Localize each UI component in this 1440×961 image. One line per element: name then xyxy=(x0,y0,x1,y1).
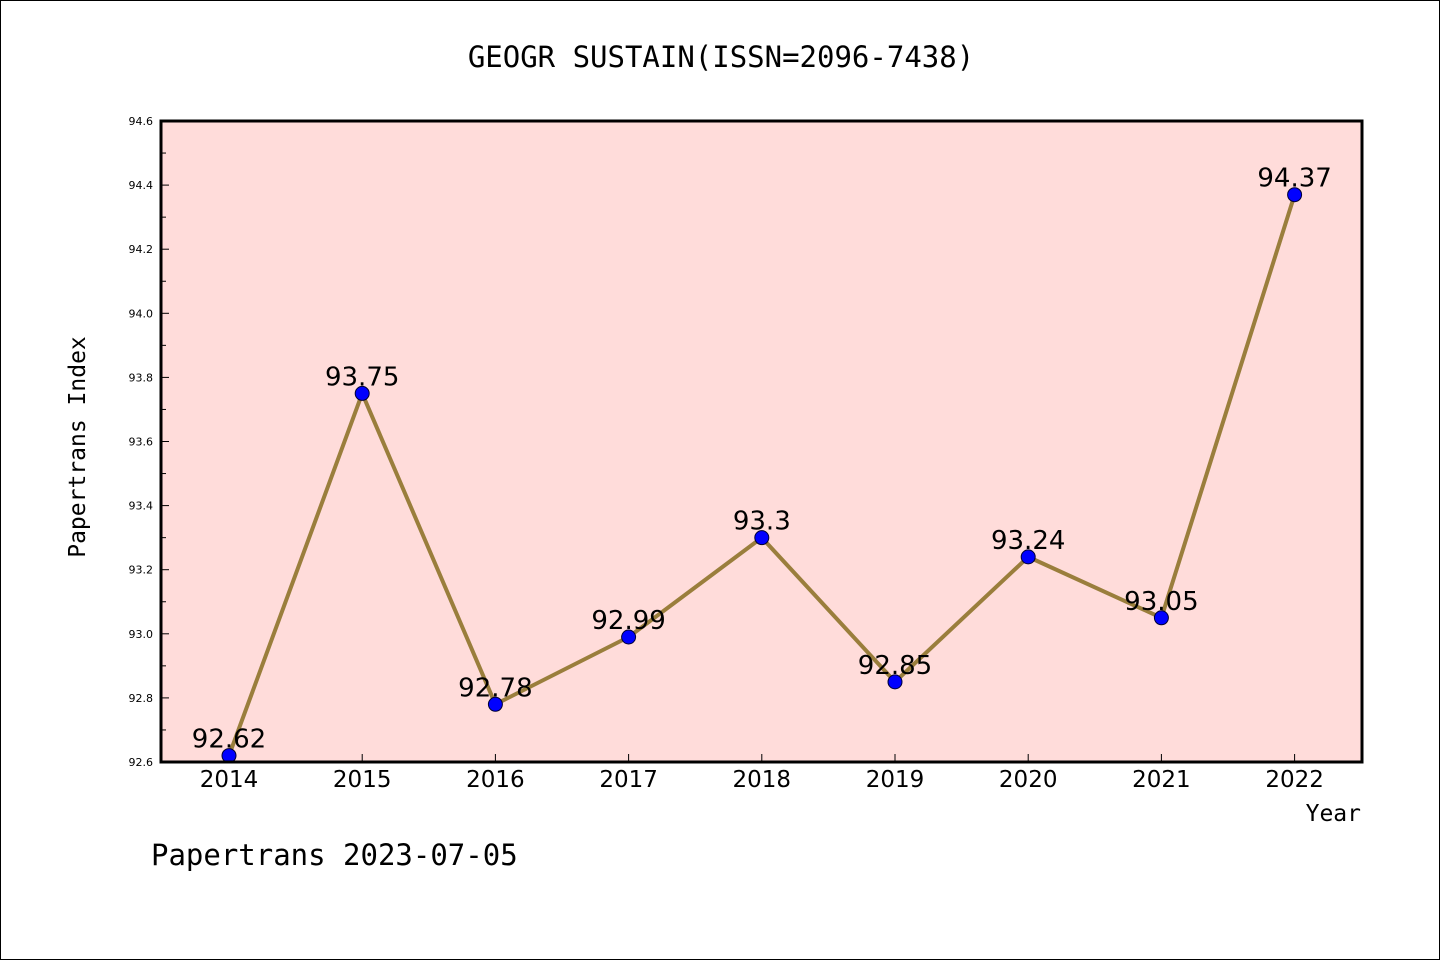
y-tick-label: 93.4 xyxy=(129,500,154,513)
data-label: 92.62 xyxy=(192,725,266,755)
x-tick-label: 2021 xyxy=(1132,767,1191,793)
data-label: 92.99 xyxy=(591,606,665,636)
footer-text: Papertrans 2023-07-05 xyxy=(151,838,518,872)
data-label: 93.75 xyxy=(325,362,399,392)
x-tick-label: 2022 xyxy=(1265,767,1324,793)
y-tick-label: 94.0 xyxy=(129,307,154,320)
data-label: 93.24 xyxy=(991,526,1065,556)
y-tick-label: 93.6 xyxy=(129,436,154,449)
x-axis-label: Year xyxy=(1306,801,1361,827)
x-tick-label: 2019 xyxy=(866,767,925,793)
data-label: 93.05 xyxy=(1124,587,1198,617)
x-tick-label: 2017 xyxy=(599,767,658,793)
data-labels: 92.62 93.75 92.78 92.99 93.3 92.85 93.24 93.05 9… xyxy=(192,164,1332,755)
y-tick-label: 93.0 xyxy=(129,628,154,641)
data-point xyxy=(887,674,903,690)
x-axis-ticks: 2014 2015 2016 2017 2018 2019 2020 2021 2022 xyxy=(200,754,1324,793)
plot-frame xyxy=(159,119,1364,764)
y-axis-label: Papertrans Index xyxy=(65,336,91,558)
y-tick-label: 94.4 xyxy=(129,179,154,192)
chart-title: GEOGR SUSTAIN(ISSN=2096-7438) xyxy=(468,40,974,74)
plot-area xyxy=(161,121,1362,762)
x-tick-label: 2015 xyxy=(333,767,392,793)
data-point xyxy=(1020,549,1036,565)
data-label: 92.85 xyxy=(858,651,932,681)
data-label: 92.78 xyxy=(458,673,532,703)
data-point xyxy=(621,629,637,645)
y-tick-label: 94.6 xyxy=(129,115,154,128)
data-point xyxy=(1287,187,1303,203)
data-label: 93.3 xyxy=(733,507,791,537)
y-axis-ticks: 92.6 92.8 93.0 93.2 93.4 93.6 93.8 94.0 94.2 94.4… xyxy=(129,115,169,769)
x-tick-label: 2014 xyxy=(200,767,259,793)
data-point xyxy=(754,530,770,546)
data-points xyxy=(221,187,1303,764)
y-tick-label: 94.2 xyxy=(129,243,154,256)
y-tick-label: 93.2 xyxy=(129,564,154,577)
y-tick-label: 92.8 xyxy=(129,692,154,705)
y-tick-label: 92.6 xyxy=(129,756,154,769)
data-point xyxy=(1153,610,1169,626)
y-tick-label: 93.8 xyxy=(129,371,154,384)
data-point xyxy=(487,696,503,712)
x-tick-label: 2020 xyxy=(999,767,1058,793)
data-label: 94.37 xyxy=(1257,164,1331,194)
x-tick-label: 2018 xyxy=(733,767,792,793)
data-point xyxy=(354,385,370,401)
x-tick-label: 2016 xyxy=(466,767,525,793)
